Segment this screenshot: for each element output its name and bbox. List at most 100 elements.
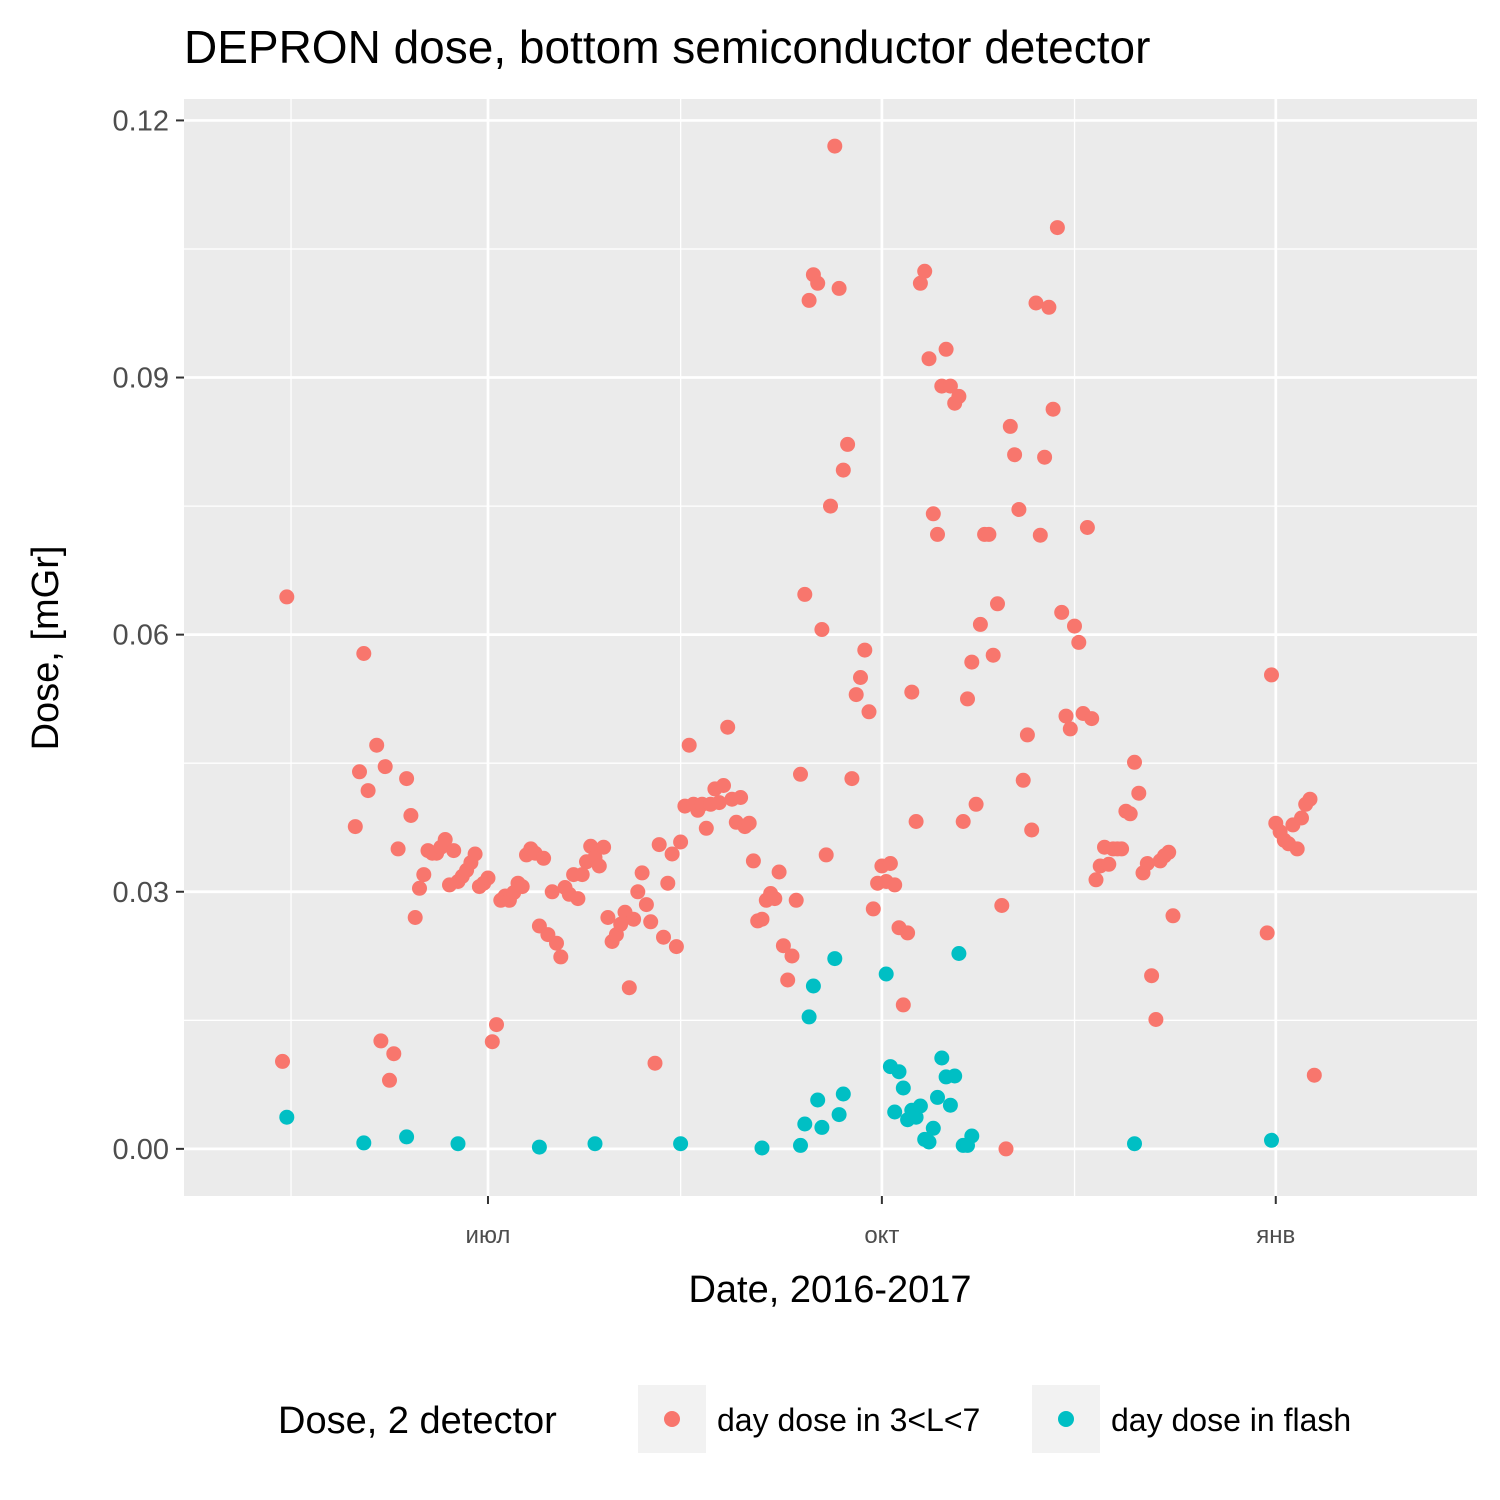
data-point — [925, 506, 941, 522]
data-point — [964, 654, 980, 670]
x-axis-ticks: июл окт янв — [466, 1196, 1295, 1249]
y-tick-label: 0.06 — [113, 620, 169, 652]
data-point — [865, 901, 881, 917]
data-point — [733, 790, 749, 805]
data-point — [356, 646, 372, 661]
data-point — [1114, 841, 1130, 857]
data-point — [771, 864, 787, 880]
data-point — [681, 737, 697, 753]
data-points — [275, 138, 1322, 1157]
data-point — [1294, 810, 1309, 826]
data-point — [1161, 844, 1177, 860]
data-point — [352, 764, 367, 780]
data-point — [1015, 772, 1031, 788]
data-point — [531, 1139, 547, 1155]
data-point — [720, 719, 736, 735]
data-point — [853, 670, 868, 685]
data-point — [536, 850, 552, 866]
data-point — [279, 589, 295, 605]
data-point — [484, 1034, 500, 1050]
major-gridlines — [184, 99, 1477, 1196]
data-point — [951, 388, 967, 404]
data-point — [613, 916, 629, 932]
data-point — [844, 771, 860, 787]
data-point — [960, 691, 975, 707]
data-point — [934, 1050, 950, 1066]
legend-key-dot-2 — [1058, 1411, 1074, 1427]
data-point — [664, 846, 680, 862]
data-point — [857, 642, 873, 658]
data-point — [1079, 520, 1095, 535]
data-point — [840, 436, 856, 452]
data-point — [784, 948, 800, 964]
data-point — [810, 1092, 826, 1108]
x-tick-label: окт — [864, 1222, 899, 1249]
data-point — [1264, 1132, 1279, 1148]
data-point — [942, 1097, 958, 1113]
data-point — [823, 498, 838, 514]
x-tick-label: янв — [1256, 1222, 1295, 1249]
data-point — [848, 687, 864, 703]
data-point — [887, 1104, 903, 1120]
data-point — [279, 1109, 295, 1125]
data-point — [801, 292, 817, 308]
data-point — [741, 815, 757, 831]
data-point — [1062, 721, 1078, 737]
data-point — [1139, 856, 1155, 871]
data-point — [369, 737, 385, 753]
data-point — [780, 972, 796, 988]
data-point — [921, 1134, 937, 1150]
data-point — [831, 1107, 847, 1123]
data-point — [386, 1046, 402, 1062]
data-point — [955, 814, 971, 829]
data-point — [446, 843, 462, 859]
data-point — [930, 526, 945, 542]
data-point — [600, 910, 616, 925]
data-point — [882, 856, 898, 871]
y-tick-label: 0.12 — [113, 105, 169, 137]
legend: Dose, 2 detector day dose in 3<L<7 day d… — [278, 1385, 1351, 1453]
data-point — [377, 759, 393, 775]
data-point — [793, 766, 808, 782]
data-point — [403, 808, 419, 823]
y-tick-label: 0.09 — [113, 363, 169, 395]
data-point — [912, 1098, 928, 1114]
plot-panel — [184, 99, 1477, 1196]
data-point — [412, 880, 427, 896]
data-point — [544, 884, 560, 900]
data-point — [793, 1137, 808, 1153]
data-point — [373, 1033, 389, 1049]
data-point — [1088, 872, 1104, 888]
data-point — [514, 879, 530, 895]
data-point — [570, 891, 586, 907]
data-point — [643, 914, 659, 930]
data-point — [814, 622, 830, 637]
data-point — [1084, 711, 1100, 727]
data-point — [356, 1135, 372, 1151]
x-axis-title: Date, 2016-2017 — [688, 1269, 971, 1311]
data-point — [921, 351, 937, 367]
data-point — [1101, 856, 1117, 872]
data-point — [917, 263, 933, 279]
data-point — [698, 820, 714, 836]
data-point — [660, 875, 676, 891]
data-point — [797, 586, 813, 602]
data-point — [891, 1064, 907, 1080]
legend-key-dot-1 — [664, 1411, 680, 1427]
data-point — [711, 795, 727, 811]
data-point — [1032, 527, 1048, 543]
data-point — [904, 684, 920, 700]
data-point — [574, 867, 590, 883]
data-point — [981, 526, 997, 542]
data-point — [835, 462, 851, 478]
data-point — [1041, 299, 1057, 315]
data-point — [972, 616, 988, 632]
data-point — [587, 1136, 603, 1152]
data-point — [964, 1128, 980, 1144]
data-point — [360, 783, 376, 799]
data-point — [1007, 447, 1023, 463]
y-axis-ticks: 0.00 0.03 0.06 0.09 0.12 — [113, 105, 184, 1166]
data-point — [775, 938, 791, 954]
x-tick-label: июл — [466, 1222, 511, 1249]
